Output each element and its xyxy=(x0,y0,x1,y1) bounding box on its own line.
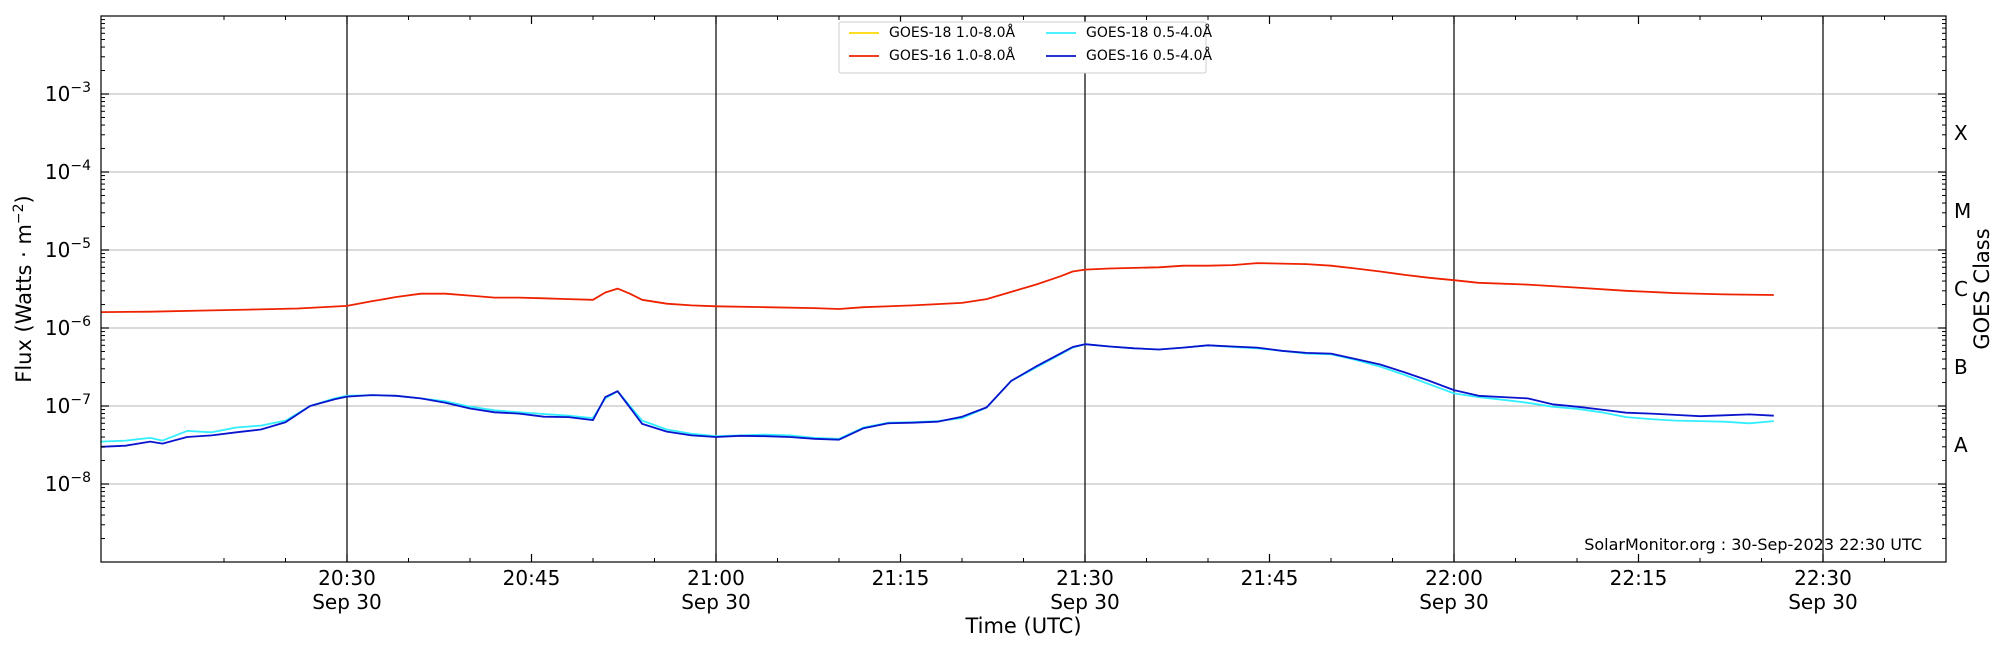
goes-class-label: M xyxy=(1954,199,1971,223)
x-tick-label-time: 21:00 xyxy=(687,566,745,590)
y-axis-label: Flux (Watts · m−2) xyxy=(11,195,36,383)
legend-label: GOES-18 0.5-4.0Å xyxy=(1086,24,1212,41)
y-axis-label-close: ) xyxy=(12,195,36,203)
series-lines xyxy=(100,262,1774,448)
legend: GOES-18 1.0-8.0Å GOES-16 1.0-8.0Å GOES-18 … xyxy=(838,21,1212,74)
x-tick-label-time: 20:45 xyxy=(503,566,561,590)
y-tick-label: 10−3 xyxy=(45,80,91,106)
x-tick-label-time: 21:45 xyxy=(1241,566,1299,590)
y-tick-exponent: −4 xyxy=(70,158,91,174)
x-axis-label: Time (UTC) xyxy=(964,614,1081,638)
grid xyxy=(101,16,1946,562)
y-tick-mantissa: 10 xyxy=(45,238,70,262)
y-tick-mantissa: 10 xyxy=(45,472,70,496)
credit-text: SolarMonitor.org : 30-Sep-2023 22:30 UTC xyxy=(1584,535,1922,554)
y-axis-label-main: Flux (Watts · m xyxy=(12,224,36,383)
y-tick-exponent: −3 xyxy=(70,80,91,96)
y-tick-exponent: −7 xyxy=(70,392,91,408)
y-tick-label: 10−8 xyxy=(45,470,91,496)
x-tick-label-date: Sep 30 xyxy=(1419,590,1489,614)
legend-label: GOES-18 1.0-8.0Å xyxy=(889,24,1015,41)
goes-class-label: B xyxy=(1954,355,1968,379)
y-tick-exponent: −5 xyxy=(70,236,91,252)
x-tick-label-time: 21:15 xyxy=(872,566,930,590)
goes-class-axis-label: GOES Class xyxy=(1970,228,1994,349)
legend-label: GOES-16 0.5-4.0Å xyxy=(1086,47,1212,64)
x-tick-label-time: 22:15 xyxy=(1610,566,1668,590)
goes-class-label: C xyxy=(1954,277,1968,301)
x-tick-label-time: 20:30 xyxy=(318,566,376,590)
x-tick-label-time: 21:30 xyxy=(1056,566,1114,590)
legend-box xyxy=(838,21,1207,74)
x-tick-label-date: Sep 30 xyxy=(681,590,751,614)
y-tick-label: 10−7 xyxy=(45,392,91,418)
x-tick-label-time: 22:00 xyxy=(1425,566,1483,590)
x-tick-label-time: 22:30 xyxy=(1794,566,1852,590)
goes-class-label: A xyxy=(1954,433,1968,457)
series-line xyxy=(100,343,1774,448)
legend-label: GOES-16 1.0-8.0Å xyxy=(889,47,1015,64)
x-tick-label-date: Sep 30 xyxy=(1788,590,1858,614)
y-tick-label: 10−6 xyxy=(45,314,91,340)
y-axis-label-exponent: −2 xyxy=(11,203,27,224)
y-tick-exponent: −8 xyxy=(70,470,91,486)
series-line xyxy=(100,262,1774,313)
axis-ticks xyxy=(100,16,1947,562)
y-tick-mantissa: 10 xyxy=(45,82,70,106)
y-tick-mantissa: 10 xyxy=(45,160,70,184)
goes-class-label: X xyxy=(1954,121,1968,145)
y-tick-mantissa: 10 xyxy=(45,394,70,418)
y-tick-label: 10−4 xyxy=(45,158,91,184)
y-tick-exponent: −6 xyxy=(70,314,91,330)
y-tick-label: 10−5 xyxy=(45,236,91,262)
x-tick-label-date: Sep 30 xyxy=(1050,590,1120,614)
y-tick-mantissa: 10 xyxy=(45,316,70,340)
x-tick-label-date: Sep 30 xyxy=(312,590,382,614)
